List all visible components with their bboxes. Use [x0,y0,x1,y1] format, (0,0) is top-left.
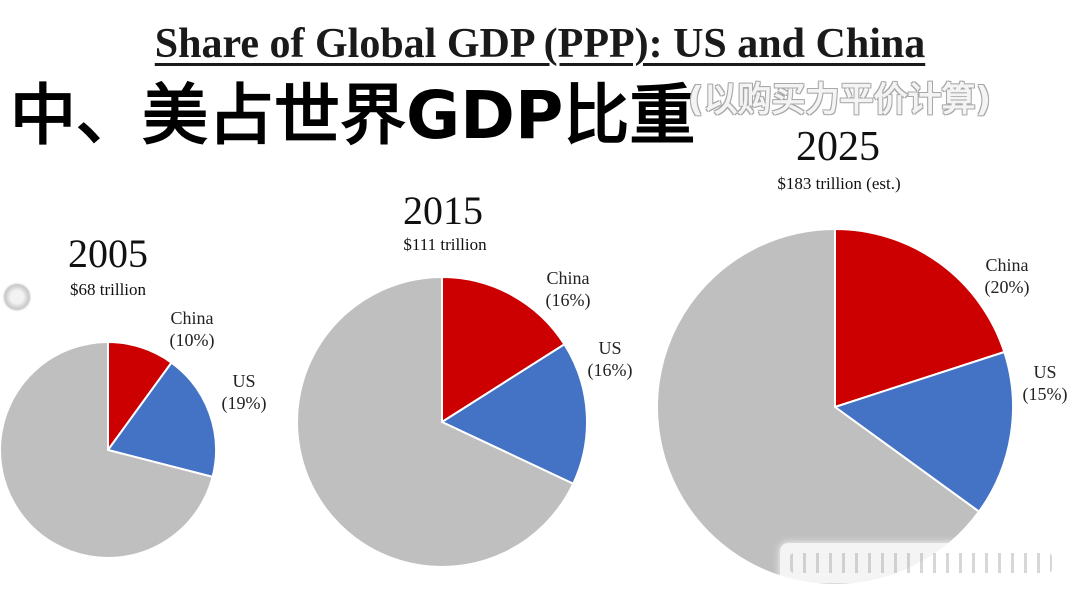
pie-chart-2015 [296,275,588,568]
overlay-note: (以购买力平价计算) [688,80,992,120]
slice-label-china: China (10%) [160,307,224,351]
slice-label-china: China (20%) [975,254,1039,298]
pie-year-label: 2025 [796,124,880,170]
slice-label-china: China (16%) [536,267,600,311]
pie-year-label: 2015 [403,188,483,233]
slice-name: China [985,255,1029,275]
pie-slice-rest [0,340,214,559]
pie-slice-china [834,227,1006,409]
pie-total-label: $111 trillion [403,235,487,254]
slice-name: China [170,308,214,328]
slice-label-us: US (16%) [578,337,642,381]
slice-name: US [232,371,256,391]
slice-percent: (20%) [984,277,1030,297]
slice-name: China [546,268,590,288]
slice-percent: (10%) [169,330,215,350]
pie-slice-us [439,342,588,486]
watermark [780,543,1062,583]
overlay-heading: 中、美占世界GDP比重 [10,77,696,154]
pie-year-label: 2005 [68,231,148,276]
pie-slice-us [106,361,217,479]
pie-total-label: $183 trillion (est.) [777,174,901,193]
watermark-marks [790,553,1052,573]
slice-percent: (15%) [1022,384,1068,404]
slice-percent: (16%) [587,360,633,380]
slice-label-us: US (19%) [212,370,276,414]
slice-label-us: US (15%) [1013,361,1077,405]
pie-total-label: $68 trillion [69,280,147,299]
pie-chart-2025 [656,227,1014,586]
pie-slice-us [832,350,1014,514]
pie-slice-china [441,275,566,424]
pie-slice-rest [296,275,575,568]
slice-percent: (19%) [221,393,267,413]
slice-name: US [598,338,622,358]
chart-title: Share of Global GDP (PPP): US and China [154,21,926,67]
slice-name: US [1033,362,1057,382]
slice-percent: (16%) [545,290,591,310]
floating-dot-button[interactable] [4,284,30,310]
pie-chart-2005 [0,340,217,559]
